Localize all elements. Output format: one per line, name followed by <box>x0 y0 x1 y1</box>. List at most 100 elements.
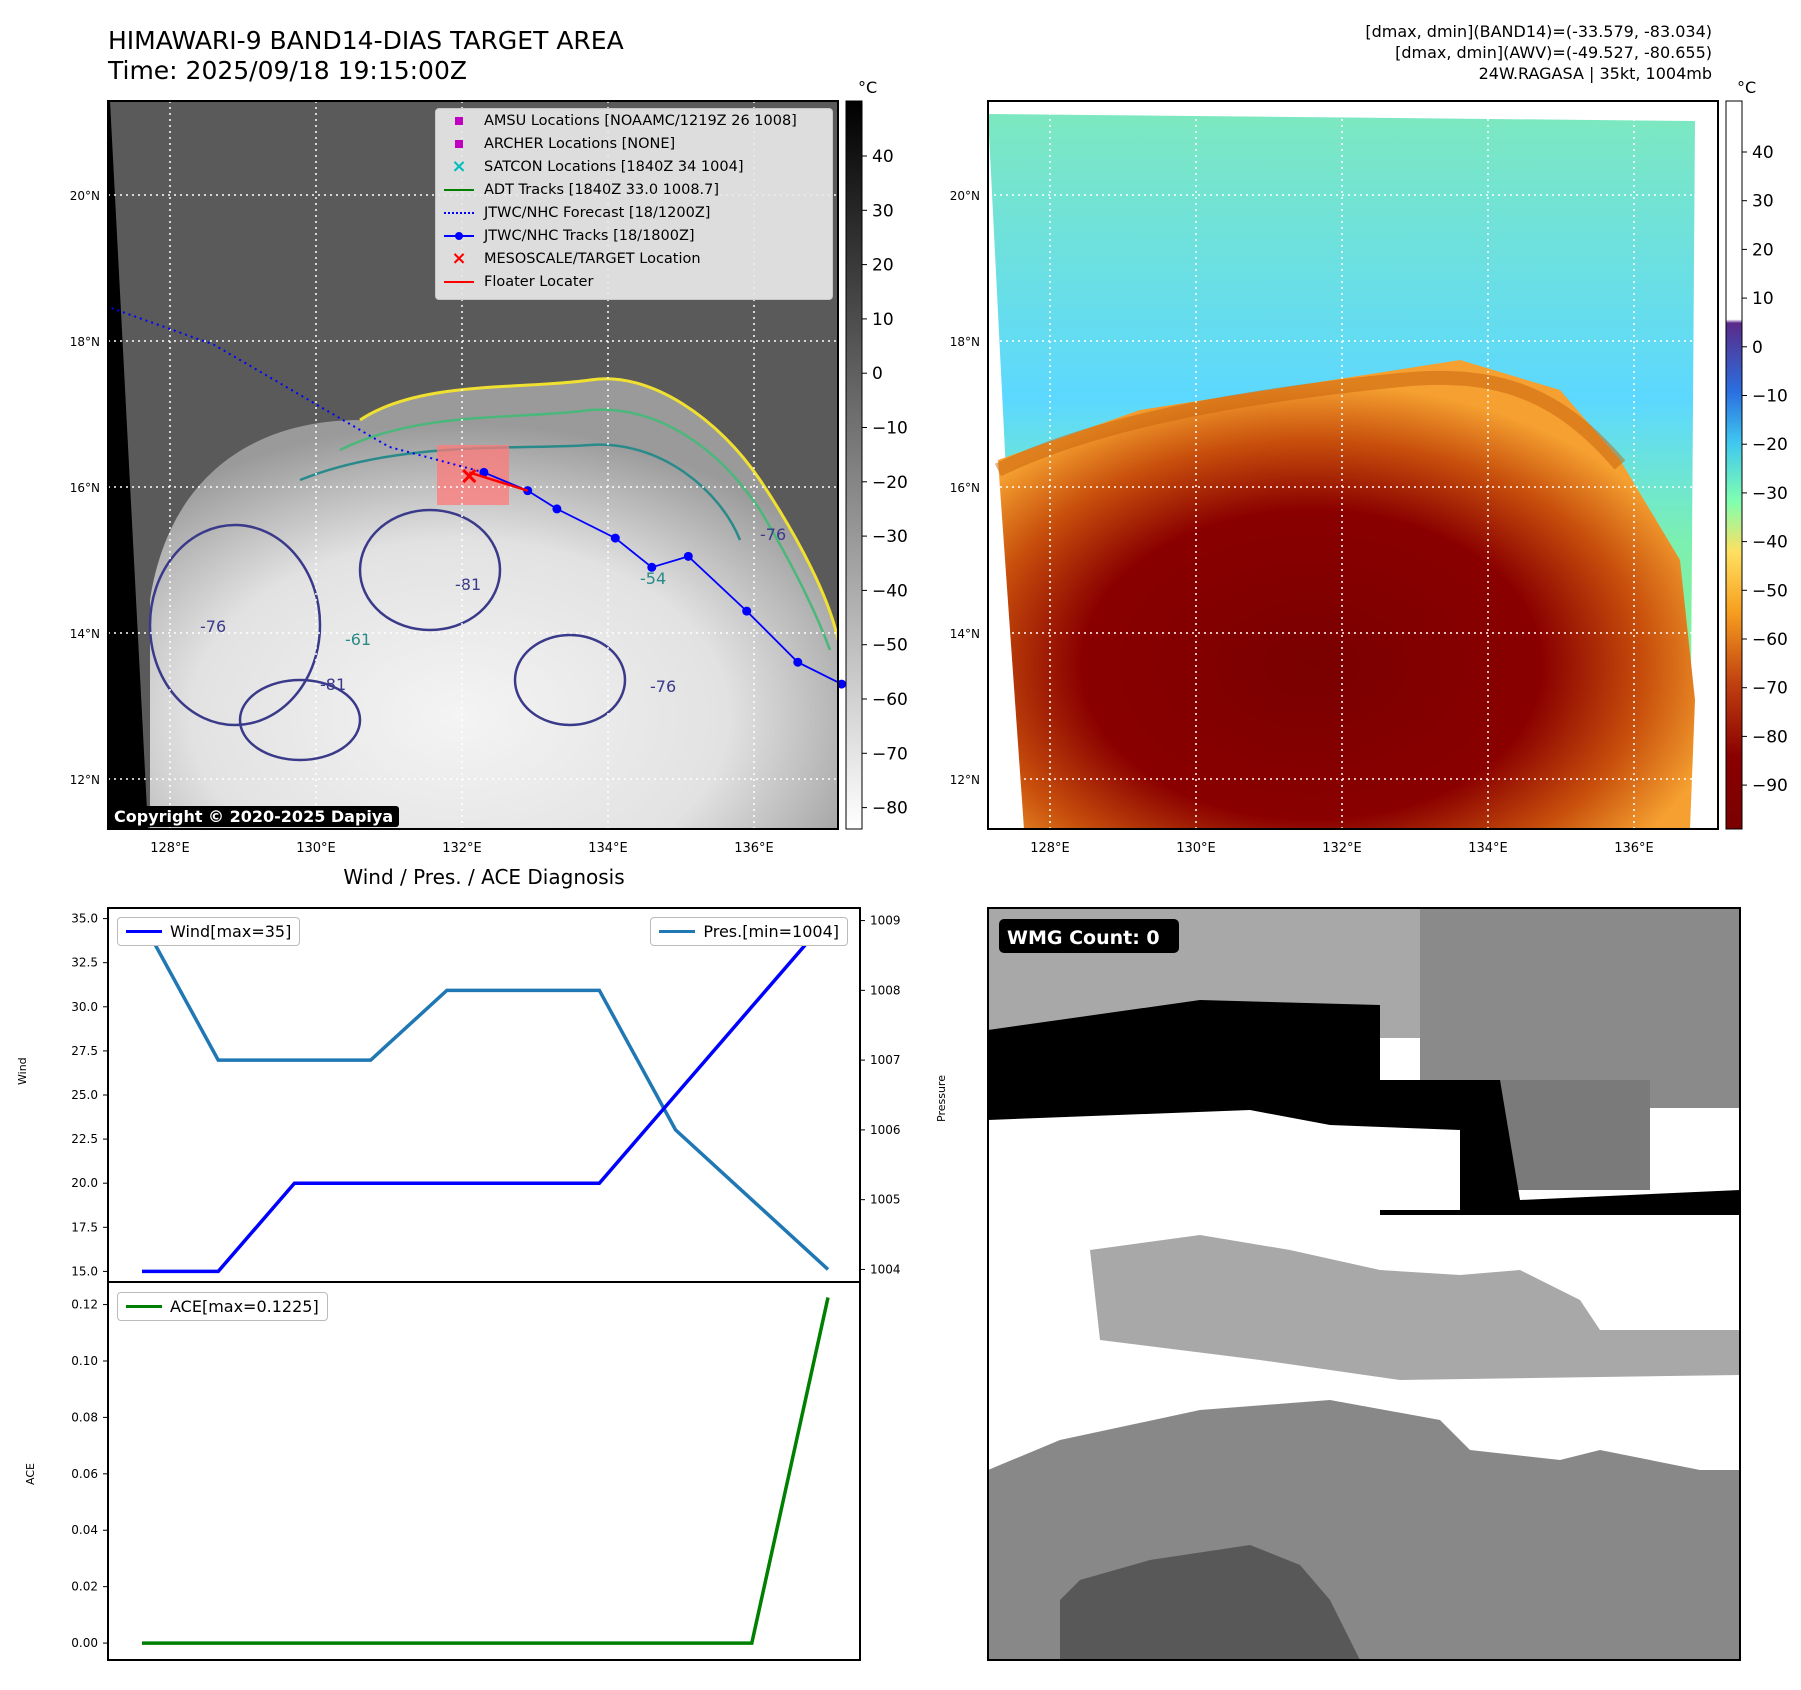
copyright-label: Copyright © 2020-2025 Dapiya <box>108 806 400 827</box>
contour-label: -76 <box>650 677 676 696</box>
track-point <box>610 533 620 543</box>
colorbar-tick-label: 0 <box>872 364 883 384</box>
pres-legend: Pres.[min=1004] <box>650 917 848 946</box>
lat-tick-label: 12°N <box>950 773 980 787</box>
colorbar-tick-label: −80 <box>872 799 908 819</box>
lon-tick-label: 130°E <box>296 841 336 856</box>
lat-tick-label: 18°N <box>950 335 980 349</box>
lat-tick-label: 20°N <box>950 189 980 203</box>
ace-tick-label: 0.12 <box>71 1298 98 1312</box>
wind-lines <box>140 917 830 1274</box>
lon-tick-label: 130°E <box>1176 841 1216 856</box>
colorbar-tick-label: 30 <box>1752 192 1774 212</box>
colorbar-tick-label: 40 <box>872 147 894 167</box>
wmg-white-gap <box>988 1110 1460 1210</box>
legend-label: ADT Tracks [1840Z 33.0 1008.7] <box>484 181 720 198</box>
colorbar-left-bar <box>845 100 863 830</box>
pressure-tick-label: 1007 <box>870 1053 901 1067</box>
colorbar-tick-label: −70 <box>1752 679 1788 699</box>
contour-purple-2 <box>358 508 502 632</box>
wind-axis-label: Wind <box>16 1057 29 1085</box>
lon-tick-label: 128°E <box>1030 841 1070 856</box>
lon-tick-label: 128°E <box>150 841 190 856</box>
ace-tick-label: 0.06 <box>71 1467 98 1481</box>
colorbar-tick-label: −40 <box>1752 533 1788 553</box>
ace-panel: 0.12 0.10 0.08 0.06 0.04 0.02 0.00 <box>71 1281 861 1661</box>
diagnosis-title: Wind / Pres. / ACE Diagnosis <box>343 865 625 889</box>
colorbar-tick-label: −10 <box>1752 387 1788 407</box>
wmg-label-box <box>999 919 1179 953</box>
colorbar-tick-label: −20 <box>1752 435 1788 455</box>
lat-tick-label: 16°N <box>70 481 100 495</box>
forecast-track <box>111 307 485 474</box>
awv-map-panel: 128°E 130°E 132°E 134°E 136°E 20°N 18°N 16°N 14°… <box>950 100 1719 856</box>
colorbar-tick-label: 10 <box>872 310 894 330</box>
lat-tick-label: 20°N <box>70 189 100 203</box>
ace-legend-swatch <box>126 1305 162 1308</box>
legend-row: Floater Locater <box>436 270 832 293</box>
track-point <box>552 504 562 514</box>
map-legend: AMSU Locations [NOAAMC/1219Z 26 1008] ARC… <box>435 108 833 300</box>
map-frame <box>107 100 839 830</box>
map2-frame <box>987 100 1719 830</box>
lon-tick-label: 136°E <box>1614 841 1654 856</box>
wind-tick-label: 25.0 <box>71 1088 98 1102</box>
lon-tick-label: 132°E <box>1322 841 1362 856</box>
legend-marker <box>444 113 474 129</box>
wind-tick-label: 30.0 <box>71 1000 98 1014</box>
legend-marker: × <box>451 156 467 177</box>
pres-legend-swatch <box>659 930 696 933</box>
wmg-dark-low <box>1060 1545 1360 1660</box>
lat-tick-label: 12°N <box>70 773 100 787</box>
lon-tick-label: 134°E <box>588 841 628 856</box>
target-marker <box>462 468 477 484</box>
legend-marker <box>444 182 474 198</box>
wind-axes: 35.0 32.5 30.0 27.5 25.0 22.5 20.0 17.5 15.0 1009… <box>71 912 900 1279</box>
legend-row: ARCHER Locations [NONE] <box>436 132 832 155</box>
pres-legend-label: Pres.[min=1004] <box>703 922 839 941</box>
pressure-line <box>140 919 830 1271</box>
target-area-box <box>437 445 509 505</box>
colorbar-tick-label: −50 <box>1752 581 1788 601</box>
colorbar-right: 40 30 20 10 0 −10 −20 −30 −40 −50 −60 −70 −80 −90 <box>1725 100 1788 830</box>
wind-tick-label: 17.5 <box>71 1220 98 1234</box>
legend-row: × MESOSCALE/TARGET Location <box>436 247 832 270</box>
wind-tick-label: 35.0 <box>71 912 98 926</box>
colorbar-tick-label: −80 <box>1752 727 1788 747</box>
wmg-panel: WMG Count: 0 <box>987 907 1741 1661</box>
awv-band <box>994 370 1626 477</box>
map2-grid: 128°E 130°E 132°E 134°E 136°E 20°N 18°N 16°N 14°… <box>950 101 1718 856</box>
wind-legend: Wind[max=35] <box>117 917 301 946</box>
colorbar-tick-label: −60 <box>1752 630 1788 650</box>
legend-marker: × <box>451 248 467 269</box>
legend-label: AMSU Locations [NOAAMC/1219Z 26 1008] <box>484 112 797 129</box>
lat-tick-label: 14°N <box>70 627 100 641</box>
legend-marker <box>444 205 474 221</box>
legend-label: JTWC/NHC Tracks [18/1800Z] <box>484 227 695 244</box>
colorbar-tick-label: −60 <box>872 690 908 710</box>
awv-cloud-shield <box>998 360 1695 829</box>
track-point <box>647 562 657 572</box>
wind-tick-label: 32.5 <box>71 956 98 970</box>
ace-tick-label: 0.02 <box>71 1580 98 1594</box>
contour-label: -76 <box>200 617 226 636</box>
info-line2: [dmax, dmin](AWV)=(-49.527, -80.655) <box>1395 43 1712 62</box>
wind-legend-swatch <box>126 930 162 933</box>
ace-tick-label: 0.04 <box>71 1523 98 1537</box>
legend-row: JTWC/NHC Forecast [18/1200Z] <box>436 201 832 224</box>
wmg-black-band <box>988 1000 1740 1215</box>
legend-marker <box>444 228 474 244</box>
ace-tick-label: 0.10 <box>71 1354 98 1368</box>
figure-title-line2: Time: 2025/09/18 19:15:00Z <box>108 56 467 85</box>
contour-purple-4 <box>238 678 362 762</box>
track-point <box>837 679 847 689</box>
contour-label: -81 <box>455 575 481 594</box>
track-point <box>742 606 752 616</box>
cloud-shield <box>150 378 838 829</box>
legend-label: MESOSCALE/TARGET Location <box>484 250 701 267</box>
wind-line <box>142 917 830 1274</box>
wmg-frame <box>987 907 1741 1661</box>
pressure-tick-label: 1008 <box>870 983 901 997</box>
colorbar-tick-label: −30 <box>1752 484 1788 504</box>
